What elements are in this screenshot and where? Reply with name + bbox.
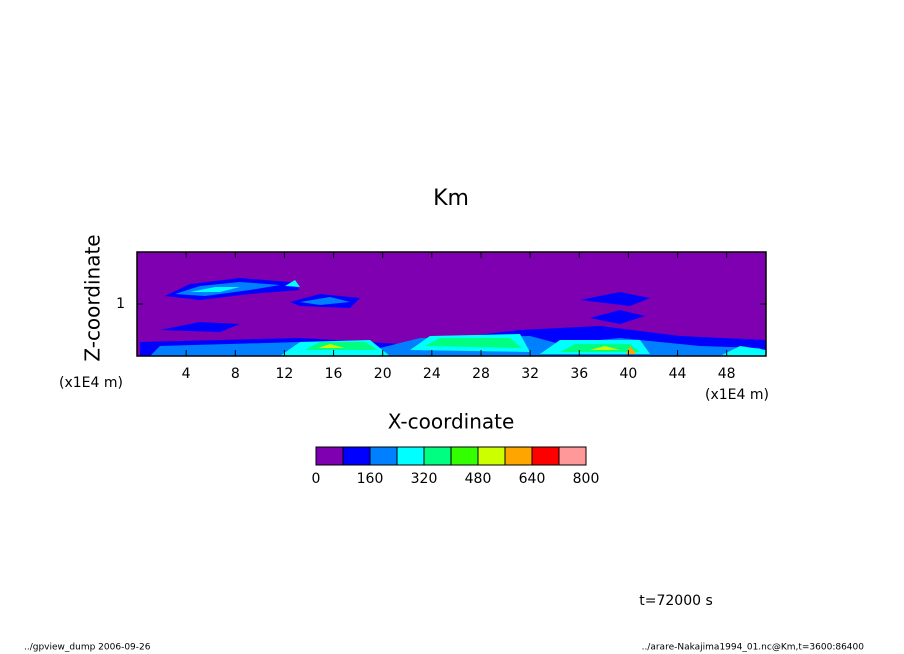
colorbar-box bbox=[342, 446, 371, 466]
x-tick-label: 12 bbox=[276, 366, 294, 382]
colorbar-box bbox=[477, 446, 506, 466]
contour-region bbox=[190, 280, 300, 292]
colorbar-label: 160 bbox=[357, 471, 384, 487]
footer-left: ../gpview_dump 2006-09-26 bbox=[24, 643, 151, 653]
x-unit: (x1E4 m) bbox=[705, 387, 769, 403]
colorbar-box bbox=[396, 446, 425, 466]
y-axis-label: Z-coordinate bbox=[81, 234, 105, 361]
x-axis-label: X-coordinate bbox=[388, 410, 515, 434]
contour-region bbox=[280, 334, 766, 356]
colorbar-label: 320 bbox=[411, 471, 438, 487]
x-tick-label: 8 bbox=[231, 366, 240, 382]
chart-title: Km bbox=[433, 186, 469, 211]
colorbar-box bbox=[504, 446, 533, 466]
x-tick-label: 20 bbox=[374, 366, 392, 382]
colorbar-label: 480 bbox=[465, 471, 492, 487]
colorbar-box bbox=[531, 446, 560, 466]
colorbar-box bbox=[423, 446, 452, 466]
colorbar-label: 640 bbox=[519, 471, 546, 487]
colorbar-box bbox=[315, 446, 344, 466]
annotation: t=72000 s bbox=[639, 593, 713, 609]
colorbar-box bbox=[558, 446, 587, 466]
x-tick-label: 44 bbox=[669, 366, 687, 382]
colorbar-box bbox=[450, 446, 479, 466]
x-tick-label: 36 bbox=[570, 366, 588, 382]
contour-region bbox=[305, 338, 640, 352]
x-tick-label: 24 bbox=[423, 366, 441, 382]
x-tick-label: 28 bbox=[472, 366, 490, 382]
colorbar-box bbox=[369, 446, 398, 466]
contour-region bbox=[160, 278, 650, 332]
colorbar-label: 800 bbox=[573, 471, 600, 487]
footer-right: ../arare-Nakajima1994_01.nc@Km,t=3600:86… bbox=[642, 643, 865, 653]
x-tick-label: 4 bbox=[182, 366, 191, 382]
x-tick-label: 32 bbox=[521, 366, 539, 382]
y-unit: (x1E4 m) bbox=[59, 375, 123, 391]
colorbar-label: 0 bbox=[312, 471, 321, 487]
y-tick-label: 1 bbox=[116, 296, 125, 312]
x-tick-label: 16 bbox=[325, 366, 343, 382]
x-tick-label: 40 bbox=[619, 366, 637, 382]
x-tick-label: 48 bbox=[718, 366, 736, 382]
